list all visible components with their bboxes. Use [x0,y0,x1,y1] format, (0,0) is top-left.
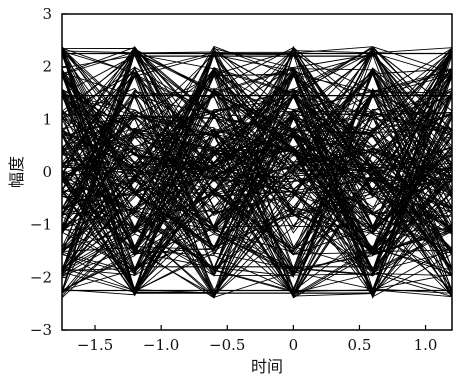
eye-trace-line [61,48,453,232]
eye-trace-line [61,153,453,250]
eye-trace-line [61,110,453,250]
eye-trace-line [61,73,453,231]
eye-trace-line [61,47,453,291]
eye-trace-line [61,53,453,270]
eye-trace-line [61,73,453,272]
y-tick-label: 2 [42,58,52,76]
eye-trace-line [61,47,453,291]
eye-trace-line [61,48,453,270]
eye-trace-line [61,53,453,253]
eye-trace-line [61,73,453,299]
y-tick-label: 1 [42,110,52,128]
eye-trace-line [61,71,453,296]
y-axis-title: 幅度 [7,156,26,188]
eye-trace-line [61,131,453,274]
eye-trace-line [61,47,453,251]
y-tick-label: 0 [42,163,52,181]
eye-trace-line [61,53,453,227]
eye-trace-line [61,46,453,272]
eye-trace-line [61,112,453,250]
eye-trace-line [61,53,453,255]
eye-trace-line [61,52,453,272]
y-tick-label: −2 [30,268,52,286]
eye-trace-line [61,54,453,179]
eye-trace-line [61,92,453,252]
eye-trace-line [61,67,453,271]
x-tick-label: −0.5 [209,336,245,354]
eye-trace-line [61,47,453,297]
x-tick-label: 1.0 [414,336,438,354]
eye-trace-line [61,91,453,277]
eye-trace-line [61,96,453,228]
eye-trace-line [61,54,453,208]
x-axis-title: 时间 [251,357,283,376]
eye-trace-line [61,177,453,297]
x-tick-label: −1.0 [143,336,179,354]
tick-group: −1.5 −1.0 −0.5 0 0.5 1.0 3 2 1 0 −1 −2 −3 [30,5,438,354]
eye-trace-line [61,53,453,269]
y-tick-label: 3 [42,5,52,23]
eye-trace-line [61,93,453,292]
x-tick-label: −1.5 [77,336,113,354]
eye-trace-line [61,110,453,294]
x-tick-label: 0.5 [348,336,372,354]
eye-trace-line [61,93,453,256]
y-tick-label: −1 [30,216,52,234]
eye-trace-line [61,50,453,174]
eye-trace-line [61,130,453,277]
eye-trace-line [61,92,453,298]
eye-trace-line [61,47,453,133]
eye-trace-line [61,50,453,210]
eye-trace-line [61,52,453,294]
eye-trace-line [61,118,453,299]
eye-trace-line [61,50,453,256]
eye-trace-line [61,94,453,255]
eye-trace-line [61,69,453,214]
eye-trace-line [61,65,453,276]
eye-trace-line [61,88,453,235]
eye-trace-line [61,74,453,290]
eye-trace-line [61,89,453,291]
eye-trace-line [61,149,453,252]
eye-trace-line [61,155,453,292]
eye-trace-line [61,54,453,296]
y-tick-label: −3 [30,321,52,339]
eye-trace-line [61,88,453,274]
eye-trace-line [61,68,453,277]
eye-trace-line [61,70,453,233]
trace-group [61,45,453,299]
eye-trace-line [61,133,453,179]
x-tick-label: 0 [289,336,299,354]
